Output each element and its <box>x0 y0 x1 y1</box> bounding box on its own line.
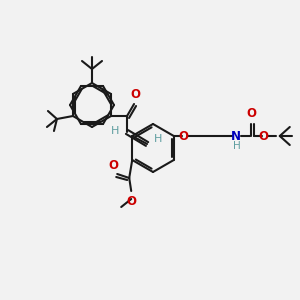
Text: H: H <box>154 134 162 144</box>
Text: O: O <box>126 195 136 208</box>
Text: O: O <box>108 159 118 172</box>
Text: O: O <box>259 130 269 142</box>
Text: N: N <box>231 130 241 142</box>
Text: O: O <box>247 107 257 120</box>
Text: O: O <box>179 130 189 142</box>
Text: H: H <box>111 126 119 136</box>
Text: H: H <box>233 141 241 151</box>
Text: O: O <box>130 88 140 101</box>
